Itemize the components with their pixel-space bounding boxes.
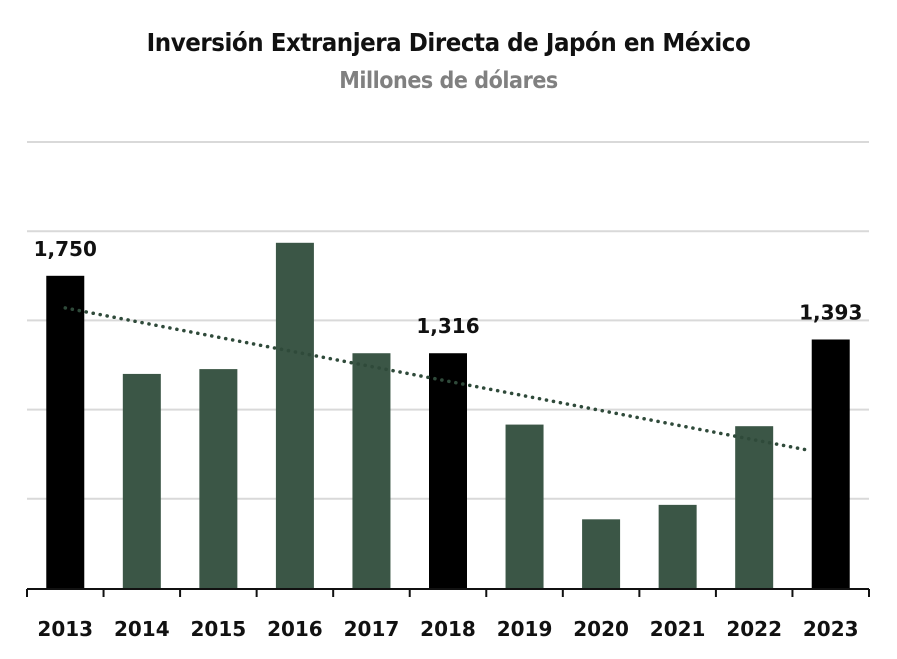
x-tick-label: 2019 <box>497 617 553 641</box>
x-tick-label: 2018 <box>420 617 476 641</box>
bar-2022 <box>735 426 774 588</box>
bar-2018 <box>429 353 467 588</box>
x-tick-label: 2022 <box>726 617 782 641</box>
x-tick-label: 2014 <box>114 617 170 641</box>
trendline <box>63 306 813 453</box>
chart-title: Inversión Extranjera Directa de Japón en… <box>146 28 751 57</box>
x-tick-label: 2013 <box>37 617 93 641</box>
x-tick-label: 2020 <box>573 617 629 641</box>
data-label-2023: 1,393 <box>799 300 862 324</box>
bar-2013 <box>46 275 85 588</box>
bar-2021 <box>658 504 697 588</box>
bar-2017 <box>352 353 391 588</box>
bar-2019 <box>505 424 544 588</box>
bar-2014 <box>122 373 161 588</box>
data-label-2018: 1,316 <box>416 314 479 338</box>
bar-2015 <box>199 369 238 588</box>
x-tick-label: 2017 <box>344 617 400 641</box>
bars <box>46 242 850 588</box>
x-tick-label: 2023 <box>803 617 859 641</box>
chart-subtitle: Millones de dólares <box>339 68 558 94</box>
bar-2020 <box>582 519 621 588</box>
x-axis: 2013 2014 2015 2016 2017 2018 2019 2020 2021 2022… <box>26 588 870 641</box>
data-label-2013: 1,750 <box>34 237 97 261</box>
bar-2016 <box>275 242 314 588</box>
x-tick-label: 2016 <box>267 617 323 641</box>
x-tick-label: 2015 <box>191 617 247 641</box>
bar-2023 <box>811 339 850 588</box>
data-labels: 1,750 1,316 1,393 <box>34 237 863 338</box>
trendline-group <box>63 306 813 453</box>
x-tick-label: 2021 <box>650 617 706 641</box>
